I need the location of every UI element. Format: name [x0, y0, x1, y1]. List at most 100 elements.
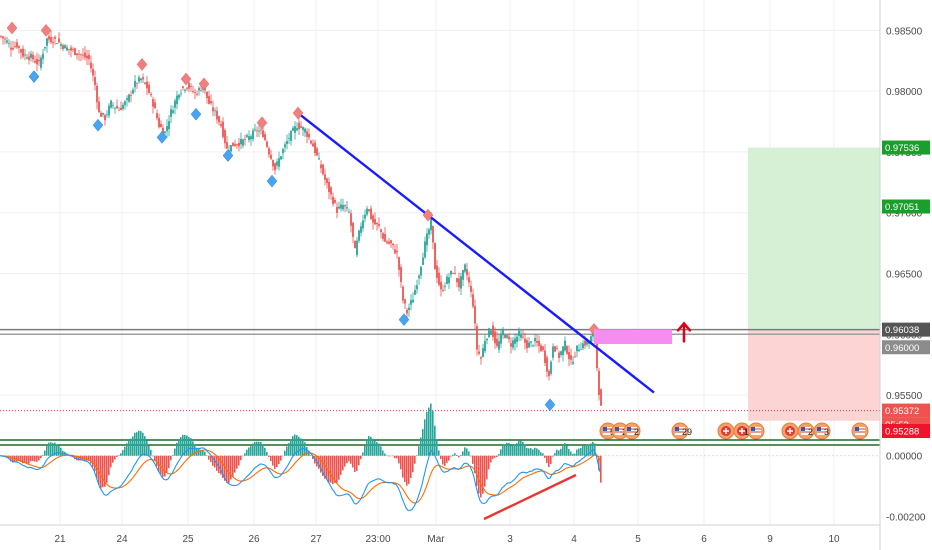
candle-body	[412, 299, 414, 303]
candle-body	[174, 100, 176, 108]
candle-body	[584, 340, 586, 346]
event-marker-10[interactable]	[851, 422, 869, 440]
macd-histogram-bar	[24, 455, 26, 463]
candle-body	[254, 129, 256, 131]
candle-body	[434, 243, 436, 270]
candle	[354, 240, 356, 249]
candle	[306, 128, 308, 144]
candle	[426, 228, 428, 252]
event-marker-6[interactable]	[747, 422, 765, 440]
candle	[358, 229, 360, 244]
position-stop-zone[interactable]	[748, 329, 880, 421]
resistance-box[interactable]	[594, 321, 692, 344]
macd-histogram-bar	[112, 455, 114, 463]
macd-histogram-bar	[278, 455, 280, 465]
candle-body	[164, 131, 166, 133]
macd-histogram-bar	[130, 438, 132, 456]
candle-body	[220, 124, 222, 127]
time-tick-label: 9	[767, 534, 773, 545]
macd-histogram-bar	[228, 455, 230, 483]
macd-histogram-bar	[348, 455, 350, 462]
price-tick-label: 0.97000	[886, 209, 923, 220]
candle	[0, 35, 2, 39]
candle-body	[336, 206, 338, 213]
macd-histogram-bar	[516, 443, 518, 456]
candle	[56, 42, 58, 45]
candle-body	[370, 208, 372, 219]
macd-histogram-bar	[104, 455, 106, 487]
candle-body	[316, 148, 318, 156]
candle	[258, 124, 260, 138]
trendline-down[interactable]	[297, 112, 655, 394]
macd-histogram-bar	[454, 453, 456, 456]
price-axis[interactable]: 0.985000.980000.975000.970000.965000.960…	[879, 0, 932, 550]
candle-body	[64, 45, 66, 49]
candle	[98, 96, 100, 114]
macd-histogram-bar	[186, 435, 188, 456]
candle-body	[508, 336, 510, 339]
candle-body	[236, 144, 238, 146]
macd-histogram-bar	[410, 455, 412, 479]
macd-histogram-bar	[574, 453, 576, 456]
position-target-zone[interactable]	[748, 147, 880, 330]
event-marker-7[interactable]	[781, 422, 799, 440]
candle-body	[382, 233, 384, 240]
candle	[424, 236, 426, 259]
candle	[232, 142, 234, 147]
event-marker-9[interactable]: 3	[813, 422, 831, 440]
trendline[interactable]	[297, 112, 655, 394]
candle-body	[44, 46, 46, 49]
candle-body	[438, 272, 440, 285]
candle-body	[250, 136, 252, 140]
price-tick-label: 0.98500	[886, 26, 923, 37]
candle	[360, 222, 362, 237]
event-marker-8[interactable]: 2	[797, 422, 815, 440]
macd-histogram-bar	[50, 442, 52, 456]
candle	[450, 270, 452, 278]
candle-body	[446, 276, 448, 284]
candle	[164, 130, 166, 136]
macd-histogram-bar	[294, 434, 296, 456]
position-tool[interactable]	[748, 147, 880, 421]
macd-histogram-bar	[238, 455, 240, 466]
candle	[50, 30, 52, 45]
candle	[256, 126, 258, 138]
macd-histogram-bar	[532, 449, 534, 456]
candle-body	[552, 346, 554, 358]
candle-body	[516, 336, 518, 343]
candle-body	[476, 326, 478, 350]
candle-body	[48, 36, 50, 40]
resistance-rect[interactable]	[594, 329, 672, 344]
event-marker-2[interactable]: 2	[623, 422, 641, 440]
us-flag-icon	[615, 427, 625, 435]
candle	[318, 152, 320, 160]
candle-body	[460, 276, 462, 289]
macd-histogram-bar	[280, 455, 282, 461]
macd-histogram-bar	[230, 455, 232, 480]
last-price-label-bg	[882, 403, 930, 418]
candle	[382, 231, 384, 242]
macd-histogram-bar	[354, 455, 356, 473]
candle-body	[184, 89, 186, 91]
event-marker-4[interactable]	[717, 422, 735, 440]
candle	[196, 90, 198, 97]
divergence-line[interactable]	[483, 473, 577, 521]
candle	[206, 91, 208, 104]
swing-high-marker	[256, 116, 268, 130]
candle-body	[478, 351, 480, 354]
macd-histogram-bar	[404, 455, 406, 482]
macd-histogram-bar	[592, 441, 594, 456]
candle-body	[596, 337, 598, 369]
event-marker-3[interactable]: 29	[671, 422, 692, 440]
macd-histogram-bar	[42, 454, 44, 456]
macd-histogram-bar	[232, 455, 234, 477]
macd-histogram-bar	[132, 436, 134, 456]
time-axis[interactable]: 21 24 25 26 27 23:00 Mar 3 4 5 6 9 10	[0, 524, 880, 545]
candle-body	[60, 44, 62, 46]
candle-body	[134, 80, 136, 88]
macd-histogram-bar	[572, 453, 574, 456]
macd-histogram-bar	[530, 448, 532, 456]
macd-histogram-bar	[568, 449, 570, 456]
event-markers[interactable]: 522291223	[599, 422, 869, 440]
